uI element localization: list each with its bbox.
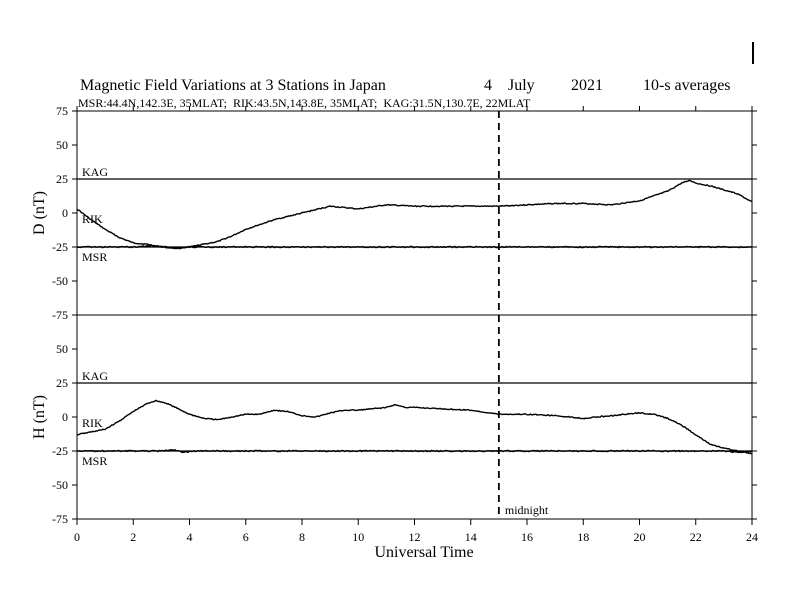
chart-title: Magnetic Field Variations at 3 Stations …	[80, 77, 386, 94]
h-reference-lines: KAG RIK MSR	[77, 369, 752, 468]
x-tick-label: 6	[243, 530, 249, 544]
station-info-subtitle: MSR:44.4N,142.3E, 35MLAT; RIK:43.5N,143.…	[78, 96, 531, 110]
d-panel: 75 50 25 0 -25 -50 -75 KAG RIK MSR D (nT)	[31, 104, 757, 322]
h-series-line-rik	[76, 399, 753, 455]
d-y-tick-label: 75	[56, 104, 68, 118]
h-y-tick-label: -75	[52, 512, 68, 526]
d-ref-label-kag: KAG	[82, 165, 108, 179]
x-axis-ticks: 0 2 4 6 8 10 12 14 16 18 20 22 24	[74, 106, 758, 544]
date-year: 2021	[571, 77, 603, 94]
d-y-ticks: 75 50 25 0 -25 -50 -75	[52, 104, 757, 322]
x-tick-label: 22	[690, 530, 702, 544]
x-tick-label: 10	[352, 530, 364, 544]
x-axis-label: Universal Time	[374, 544, 473, 561]
d-ref-label-rik: RIK	[82, 212, 103, 226]
d-ref-label-msr: MSR	[82, 250, 107, 264]
d-y-tick-label: 25	[56, 172, 68, 186]
h-panel: 50 25 0 -25 -50 -75 KAG RIK MSR H (nT)	[31, 314, 757, 526]
x-tick-label: 14	[465, 530, 477, 544]
averaging-label: 10-s averages	[643, 77, 731, 94]
d-axis-label: D (nT)	[31, 191, 48, 235]
x-tick-label: 12	[409, 530, 421, 544]
h-ref-label-kag: KAG	[82, 369, 108, 383]
midnight-label: midnight	[505, 503, 549, 517]
x-tick-label: 2	[130, 530, 136, 544]
d-series-line-rik	[76, 179, 753, 250]
h-series	[76, 399, 753, 455]
h-y-tick-label: -25	[52, 444, 68, 458]
h-ref-label-rik: RIK	[82, 416, 103, 430]
h-axis-label: H (nT)	[31, 395, 48, 439]
d-reference-lines: KAG RIK MSR	[77, 165, 752, 264]
h-panel-frame	[76, 314, 753, 520]
h-ref-label-msr: MSR	[82, 454, 107, 468]
d-y-tick-label: 0	[62, 206, 68, 220]
x-tick-label: 8	[299, 530, 305, 544]
date-month: July	[508, 77, 535, 94]
h-series-line-msr	[76, 449, 753, 454]
d-series-line-msr	[76, 244, 753, 250]
d-y-tick-label: -25	[52, 240, 68, 254]
d-y-tick-label: 50	[56, 138, 68, 152]
d-series	[76, 179, 753, 250]
h-y-tick-label: 50	[56, 342, 68, 356]
x-tick-label: 18	[577, 530, 589, 544]
x-tick-label: 4	[187, 530, 193, 544]
h-y-ticks: 50 25 0 -25 -50 -75	[52, 314, 757, 526]
d-y-tick-label: -75	[52, 308, 68, 322]
x-tick-label: 24	[746, 530, 758, 544]
h-y-tick-label: 0	[62, 410, 68, 424]
h-y-tick-label: -50	[52, 478, 68, 492]
d-panel-frame	[76, 110, 753, 316]
d-y-tick-label: -50	[52, 274, 68, 288]
x-tick-label: 20	[634, 530, 646, 544]
date-day: 4	[484, 77, 492, 94]
h-y-tick-label: 25	[56, 376, 68, 390]
x-tick-label: 0	[74, 530, 80, 544]
x-tick-label: 16	[521, 530, 533, 544]
